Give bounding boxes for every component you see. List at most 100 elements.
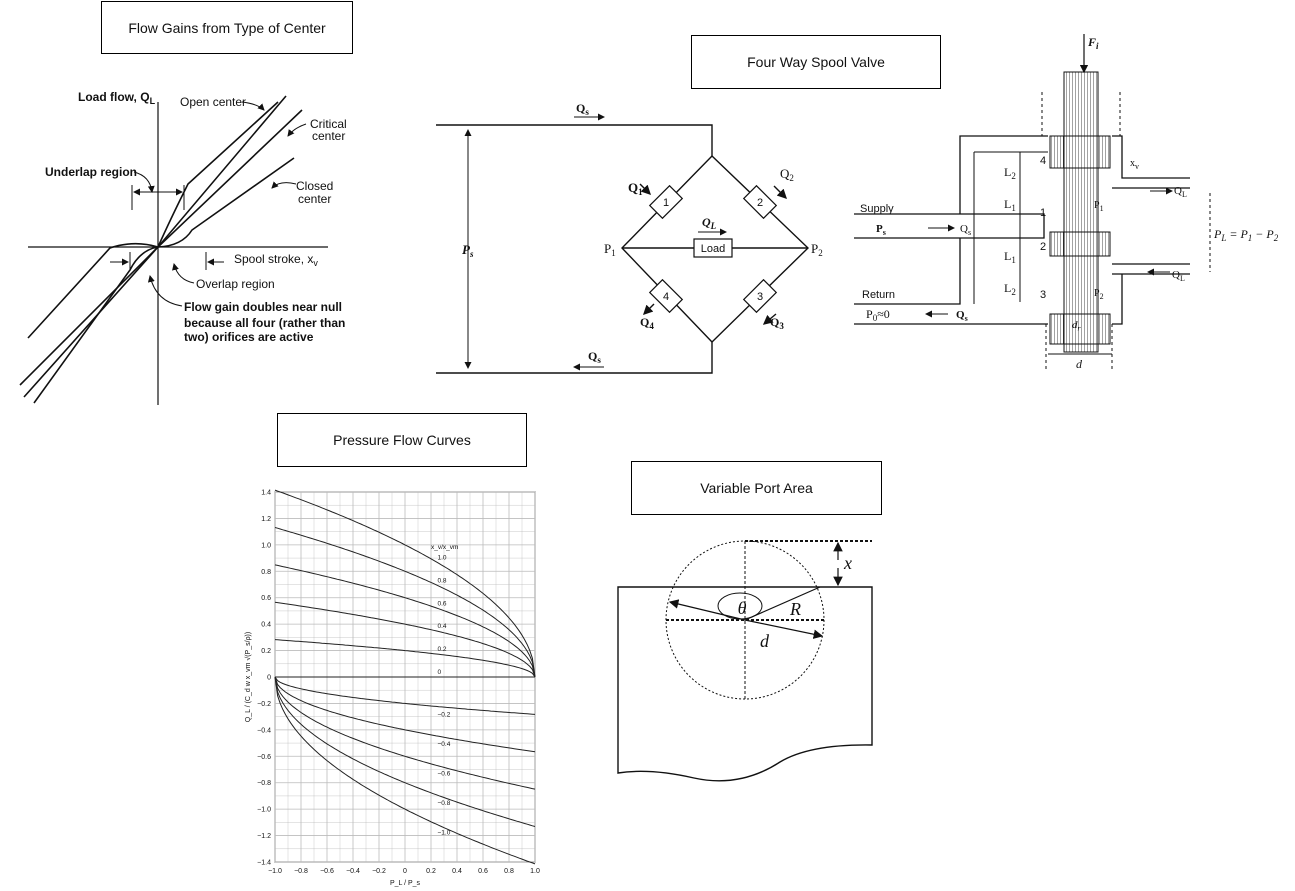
return-rail xyxy=(436,342,713,374)
x-tick-label: −1.0 xyxy=(268,868,282,875)
orifice-2-label: 2 xyxy=(757,197,763,209)
series-label--0.2: −0.2 xyxy=(438,712,451,719)
land-bottom xyxy=(1049,313,1111,345)
theta-label: θ xyxy=(738,598,747,618)
load-label: Load xyxy=(701,243,725,255)
land-middle xyxy=(1049,231,1111,257)
qs-top-label: Qs xyxy=(576,101,589,117)
p1-spool-label: P1 xyxy=(1094,200,1104,213)
ps-supply-label: Ps xyxy=(876,223,886,237)
y-tick-label: −0.2 xyxy=(257,701,271,708)
x-tick-label: 0 xyxy=(403,868,407,875)
supply-label: Supply xyxy=(860,203,894,215)
l2-bot-label: L2 xyxy=(1004,281,1016,297)
critical-center-label-2: center xyxy=(312,129,345,143)
series-line-0.2 xyxy=(274,639,536,678)
series-label--0.6: −0.6 xyxy=(438,771,451,778)
flow-gain-note-1: Flow gain doubles near null xyxy=(184,300,342,314)
series-label-0.4: 0.4 xyxy=(438,623,447,630)
x-label: x xyxy=(843,553,852,573)
pressure-flow-chart: −1.0 −0.8 −0.6 −0.4 −0.2 0 0.2 0.4 0.6 0.8 1.0 1.4 1… xyxy=(244,489,540,888)
spool-stroke-label: Spool stroke, xv xyxy=(234,252,318,268)
orifice-3 xyxy=(742,278,778,314)
theta-arc xyxy=(717,592,763,620)
series-label--1.0: −1.0 xyxy=(438,830,451,837)
radius-left xyxy=(668,599,746,621)
housing-right-top xyxy=(1112,135,1190,179)
y-axis-label: Load flow, QL xyxy=(78,90,156,106)
pressure-flow-title-text: Pressure Flow Curves xyxy=(333,432,471,448)
underlap-curve xyxy=(27,101,279,339)
series-label-1.0: 1.0 xyxy=(438,555,447,562)
series-line--0.4 xyxy=(274,676,536,753)
l1-bot-label: L1 xyxy=(1004,249,1016,265)
spool-valve-diagram: Fi L2 L1 L1 L2 4 1 2 3 xv Supply Ps Qs R… xyxy=(854,34,1279,372)
flow-gain-note-2: because all four (rather than xyxy=(184,316,345,330)
flow-gains-title: Flow Gains from Type of Center xyxy=(101,1,353,54)
q4-label: Q4 xyxy=(640,315,654,331)
p2-spool-label: P2 xyxy=(1094,288,1104,301)
spool-stem xyxy=(1063,71,1099,353)
flow-gain-note-3: two) orifices are active xyxy=(184,330,314,344)
housing-supply xyxy=(854,213,1045,239)
four-way-title-text: Four Way Spool Valve xyxy=(747,54,885,70)
x-tick-label: −0.4 xyxy=(346,868,360,875)
x-tick-label: −0.8 xyxy=(294,868,308,875)
y-tick-label: −0.4 xyxy=(257,727,271,734)
variable-port-title-text: Variable Port Area xyxy=(700,480,813,496)
port-1-label: 1 xyxy=(1040,207,1046,219)
legend-header: x_v/x_vm xyxy=(431,544,458,551)
overlap-region-label: Overlap region xyxy=(196,277,275,291)
pl-equation: PL = P1 − P2 xyxy=(1213,227,1279,243)
flow-gain-leader xyxy=(147,275,183,307)
port-2-label: 2 xyxy=(1040,241,1046,253)
qs-in-label: Qs xyxy=(960,223,971,237)
series-line-0.8 xyxy=(274,527,536,678)
ql-label: QL xyxy=(702,215,717,231)
series-line--0.8 xyxy=(274,676,536,827)
flow-gains-title-text: Flow Gains from Type of Center xyxy=(128,19,326,36)
variable-port-title: Variable Port Area xyxy=(631,461,882,515)
flow-gains-diagram: Load flow, QL Open center Critical cente… xyxy=(19,90,347,405)
ql-top-label: QL xyxy=(1174,185,1187,199)
underlap-region-label: Underlap region xyxy=(45,165,137,179)
critical-center-label-1: Critical xyxy=(310,117,347,131)
housing-right-lower xyxy=(1112,274,1123,325)
orifice-4 xyxy=(648,278,684,314)
supply-rail xyxy=(436,124,713,156)
load-box xyxy=(693,238,733,258)
series-label--0.4: −0.4 xyxy=(438,741,451,748)
series-line-0.4 xyxy=(274,601,536,678)
variable-port-diagram: x θ R d xyxy=(617,540,873,782)
closed-center-leader xyxy=(271,181,297,189)
orifice-4-label: 4 xyxy=(663,291,669,303)
x-tick-label: 0.6 xyxy=(478,868,488,875)
y-tick-label: −1.2 xyxy=(257,833,271,840)
orifice-3-label: 3 xyxy=(757,291,763,303)
closed-center-label-2: center xyxy=(298,192,331,206)
y-tick-label: 0.6 xyxy=(261,595,271,602)
series-line--1.0 xyxy=(274,676,536,865)
pressure-flow-title: Pressure Flow Curves xyxy=(277,413,527,467)
d-label-port: d xyxy=(760,631,770,651)
x-axis-label: P_L / P_s xyxy=(390,880,421,887)
series-line-0.6 xyxy=(274,564,536,678)
y-tick-label: 0.2 xyxy=(261,648,271,655)
y-tick-label: −1.4 xyxy=(257,860,271,867)
y-tick-label: 1.2 xyxy=(261,516,271,523)
underlap-leader xyxy=(133,171,155,193)
open-center-label: Open center xyxy=(180,95,246,109)
return-label: Return xyxy=(862,289,895,301)
p0-label: P0≈0 xyxy=(866,307,890,323)
series-line-1.0 xyxy=(274,489,536,678)
q1-arrow xyxy=(639,183,651,195)
ps-label: Ps xyxy=(462,242,474,259)
x-tick-label: 0.2 xyxy=(426,868,436,875)
r-label: R xyxy=(789,599,801,619)
y-tick-label: 1.4 xyxy=(261,490,271,497)
l1-top-label: L1 xyxy=(1004,197,1016,213)
four-way-title: Four Way Spool Valve xyxy=(691,35,941,89)
series-line--0.6 xyxy=(274,676,536,790)
p2-label: P2 xyxy=(811,241,823,258)
closed-center-label-1: Closed xyxy=(296,179,333,193)
